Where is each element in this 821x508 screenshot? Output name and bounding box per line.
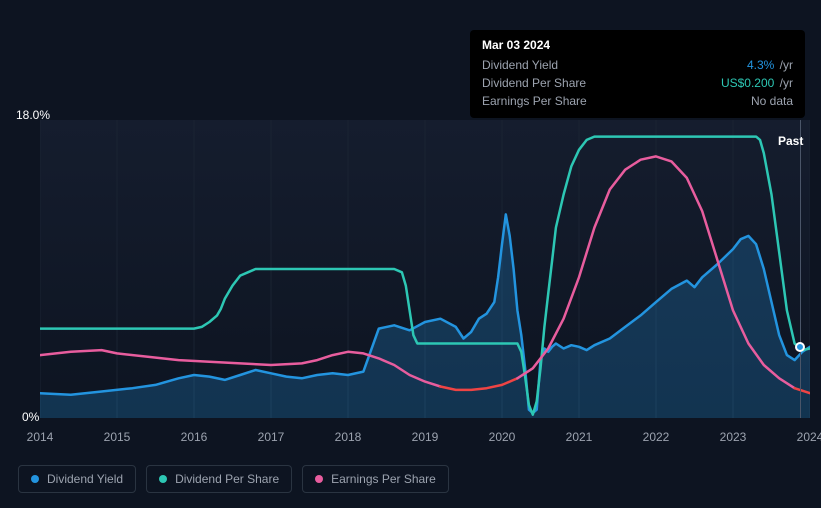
x-axis-tick-label: 2020 [489,430,516,444]
legend-item[interactable]: Dividend Per Share [146,465,292,493]
legend-dot-icon [31,475,39,483]
tooltip-row: Earnings Per Share No data [482,92,793,110]
x-axis-tick-label: 2021 [566,430,593,444]
tooltip-row: Dividend Per Share US$0.200 /yr [482,74,793,92]
tooltip-row-label: Dividend Yield [482,56,558,74]
tooltip-row-value: No data [751,92,793,110]
tooltip-row: Dividend Yield 4.3% /yr [482,56,793,74]
legend: Dividend Yield Dividend Per Share Earnings… [18,465,449,493]
x-axis-tick-label: 2019 [412,430,439,444]
x-axis-tick-label: 2014 [27,430,54,444]
x-axis-tick-label: 2022 [643,430,670,444]
x-axis-tick-label: 2015 [104,430,131,444]
y-axis-min-label: 0% [22,410,39,424]
hover-guide-line [800,120,801,418]
legend-item-label: Dividend Yield [47,472,123,486]
tooltip-row-label: Dividend Per Share [482,74,586,92]
y-axis-max-label: 18.0% [16,108,50,122]
legend-item-label: Dividend Per Share [175,472,279,486]
legend-item[interactable]: Earnings Per Share [302,465,449,493]
x-axis-tick-label: 2024 [797,430,821,444]
hover-point-marker [795,342,805,352]
chart-tooltip: Mar 03 2024 Dividend Yield4.3% /yrDivide… [470,30,805,118]
x-axis-tick-label: 2018 [335,430,362,444]
legend-item-label: Earnings Per Share [331,472,436,486]
x-axis-tick-label: 2016 [181,430,208,444]
tooltip-date: Mar 03 2024 [482,38,793,52]
legend-dot-icon [315,475,323,483]
tooltip-row-label: Earnings Per Share [482,92,587,110]
plot-area[interactable] [40,120,810,418]
tooltip-row-value: 4.3% /yr [747,56,793,74]
past-label: Past [778,134,803,148]
x-axis-tick-label: 2023 [720,430,747,444]
legend-dot-icon [159,475,167,483]
legend-item[interactable]: Dividend Yield [18,465,136,493]
x-axis-tick-label: 2017 [258,430,285,444]
tooltip-row-value: US$0.200 /yr [721,74,793,92]
